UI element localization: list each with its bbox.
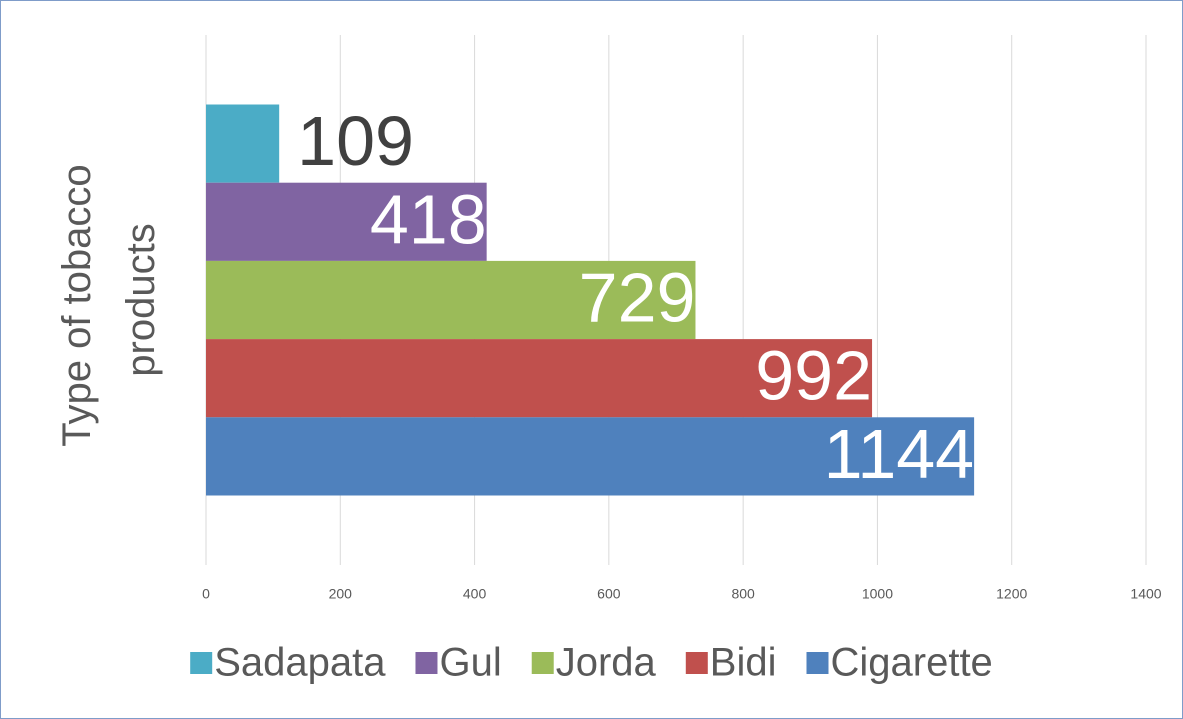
x-tick-label: 1000 <box>862 586 893 602</box>
x-tick-label: 600 <box>597 586 621 602</box>
legend-label: Sadapata <box>214 641 386 685</box>
x-tick-label: 800 <box>731 586 755 602</box>
legend-swatch <box>190 652 213 674</box>
bar <box>206 182 487 261</box>
x-tick-label: 1200 <box>996 586 1027 602</box>
data-label: 992 <box>755 337 872 415</box>
legend-swatch <box>415 652 438 674</box>
data-label: 109 <box>297 102 414 180</box>
legend-label: Cigarette <box>830 641 992 685</box>
bar <box>206 417 975 496</box>
data-label: 729 <box>579 258 696 336</box>
x-tick-label: 400 <box>463 586 487 602</box>
x-tick-label: 1400 <box>1130 586 1161 602</box>
data-label: 1144 <box>824 415 975 493</box>
x-tick-label: 0 <box>202 586 210 602</box>
bar <box>206 339 873 418</box>
bar <box>206 104 280 183</box>
x-tick-label: 200 <box>329 586 353 602</box>
legend-swatch <box>806 652 829 674</box>
legend-label: Jorda <box>556 641 657 685</box>
data-label: 418 <box>370 180 487 258</box>
legend: Sadapata Gul Jorda Bidi Cigarette <box>190 641 993 685</box>
legend-swatch <box>531 652 554 674</box>
y-axis-title: Type of tobacco products <box>55 153 163 447</box>
legend-label: Gul <box>439 641 501 685</box>
legend-label: Bidi <box>710 641 777 685</box>
bar <box>206 260 696 340</box>
legend-swatch <box>685 652 708 674</box>
